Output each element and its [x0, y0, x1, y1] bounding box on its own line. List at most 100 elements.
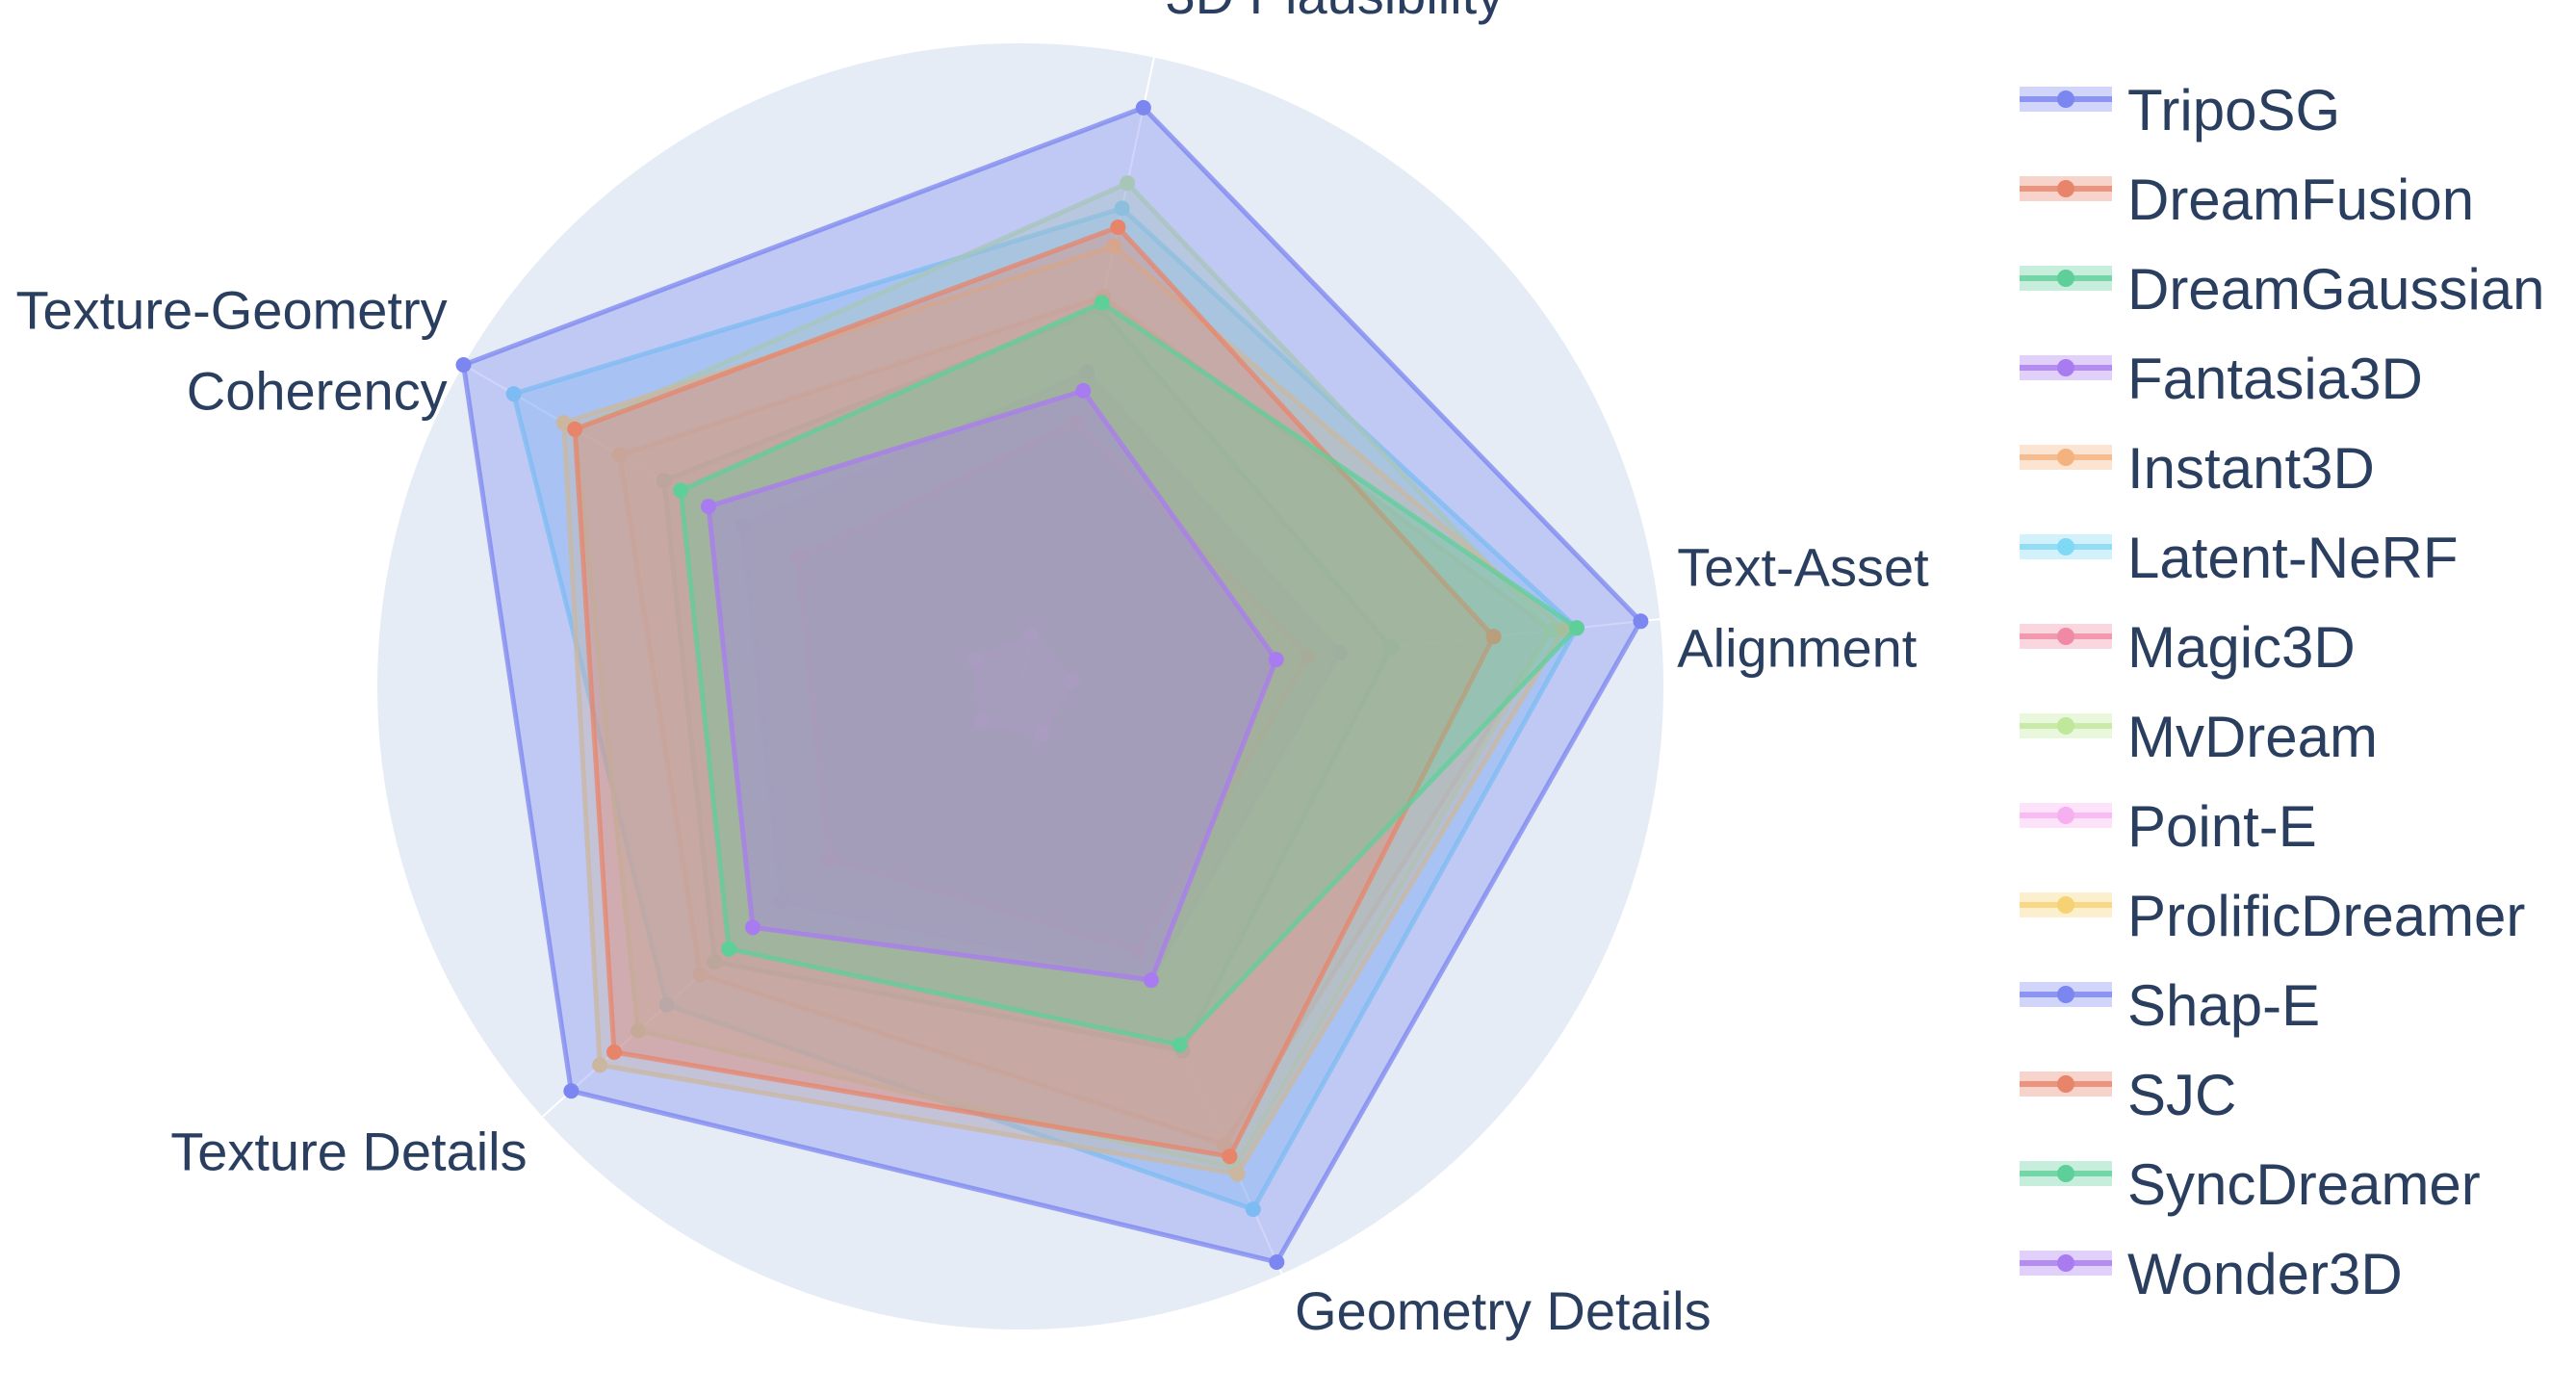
legend-item[interactable]: Instant3D: [2012, 424, 2570, 513]
legend-item[interactable]: Latent-NeRF: [2012, 513, 2570, 603]
data-point: [1383, 639, 1400, 656]
legend-swatch-marker: [2057, 986, 2074, 1003]
legend-item[interactable]: Magic3D: [2012, 603, 2570, 692]
legend-label: SJC: [2127, 1063, 2237, 1127]
data-point: [505, 386, 522, 402]
series-shap-e: [455, 99, 1649, 1270]
data-point: [673, 482, 689, 499]
legend-item[interactable]: SJC: [2012, 1050, 2570, 1140]
data-point: [761, 533, 778, 550]
legend-label: Instant3D: [2127, 436, 2375, 501]
legend-swatch-marker: [2057, 538, 2074, 555]
axis-label: Texture Details: [170, 1122, 527, 1182]
data-point: [611, 447, 628, 463]
data-point: [1075, 382, 1092, 399]
legend-swatch-marker: [2057, 270, 2074, 287]
series-area: [572, 224, 1497, 1159]
legend-swatch-marker: [2057, 717, 2074, 735]
legend-swatch-marker: [2057, 180, 2074, 197]
data-point: [1033, 725, 1049, 741]
legend-label: ProlificDreamer: [2127, 884, 2526, 948]
legend-label: DreamGaussian: [2127, 257, 2545, 322]
data-point: [1229, 1166, 1246, 1182]
legend-item[interactable]: DreamGaussian: [2012, 245, 2570, 334]
legend-item[interactable]: SyncDreamer: [2012, 1140, 2570, 1229]
series-wonder3d: [701, 382, 1284, 989]
data-point: [1269, 1254, 1285, 1270]
data-point: [1069, 414, 1085, 430]
data-point: [967, 653, 984, 669]
axis-label: Alignment: [1677, 618, 1917, 679]
legend-swatch: [2020, 176, 2112, 201]
legend-label: Magic3D: [2127, 615, 2356, 680]
series-area: [678, 299, 1580, 1047]
data-point: [1120, 175, 1136, 192]
legend-item[interactable]: Wonder3D: [2012, 1229, 2570, 1319]
legend-swatch: [2020, 445, 2112, 470]
data-point: [1268, 652, 1284, 668]
legend-swatch-marker: [2057, 359, 2074, 376]
data-point: [630, 1022, 646, 1039]
legend-label: Shap-E: [2127, 973, 2321, 1038]
legend-item[interactable]: Point-E: [2012, 782, 2570, 871]
legend-swatch-marker: [2057, 449, 2074, 466]
data-point: [455, 357, 472, 373]
data-point: [1064, 673, 1080, 689]
series-triposg: [923, 553, 1170, 794]
data-point: [1543, 623, 1559, 638]
series-area: [461, 105, 1643, 1265]
series-prolificdreamer: [555, 238, 1572, 1182]
series-area: [973, 633, 1074, 736]
legend-label: Fantasia3D: [2127, 347, 2423, 411]
data-point: [1143, 972, 1159, 989]
data-point: [606, 1044, 622, 1060]
series-area: [739, 369, 1343, 983]
legend-label: TripoSG: [2127, 78, 2341, 142]
legend-item[interactable]: ProlificDreamer: [2012, 871, 2570, 961]
data-point: [1130, 942, 1146, 959]
legend-swatch: [2020, 355, 2112, 380]
legend-item[interactable]: MvDream: [2012, 692, 2570, 782]
legend-item[interactable]: Fantasia3D: [2012, 334, 2570, 424]
data-point: [1057, 778, 1073, 794]
legend-item[interactable]: Shap-E: [2012, 961, 2570, 1050]
data-point: [789, 550, 806, 566]
data-point: [1222, 1149, 1238, 1165]
series-layer: [455, 99, 1649, 1270]
data-point: [592, 1057, 608, 1073]
data-point: [1072, 396, 1089, 411]
data-point: [656, 473, 672, 489]
data-point: [734, 518, 750, 533]
data-point: [974, 712, 991, 729]
data-point: [563, 1083, 580, 1099]
legend-label: Wonder3D: [2127, 1242, 2403, 1306]
legend-swatch: [2020, 266, 2112, 291]
legend-swatch-marker: [2057, 807, 2074, 824]
legend-swatch: [2020, 1071, 2112, 1097]
legend-label: Latent-NeRF: [2127, 526, 2459, 590]
legend-swatch: [2020, 982, 2112, 1007]
data-point: [701, 499, 716, 514]
series-area: [561, 244, 1567, 1176]
data-point: [1332, 645, 1349, 661]
legend-swatch-marker: [2057, 896, 2074, 914]
legend-swatch-marker: [2057, 628, 2074, 645]
series-area: [795, 420, 1311, 954]
data-point: [1556, 621, 1572, 637]
data-point: [1094, 295, 1110, 311]
data-point: [923, 627, 940, 643]
axis-label: Coherency: [187, 360, 448, 421]
axis-label: Text-Asset: [1677, 537, 1929, 598]
data-point: [1301, 648, 1316, 664]
legend-item[interactable]: DreamFusion: [2012, 155, 2570, 245]
data-point: [1245, 1201, 1261, 1218]
data-point: [1633, 613, 1649, 630]
data-point: [1106, 238, 1122, 254]
legend-item[interactable]: TripoSG: [2012, 65, 2570, 155]
axis-label: 3D Plausibility: [1166, 0, 1505, 25]
legend-swatch-marker: [2057, 90, 2074, 108]
legend-swatch: [2020, 803, 2112, 828]
axis-label: Geometry Details: [1295, 1280, 1712, 1341]
legend-swatch: [2020, 892, 2112, 917]
